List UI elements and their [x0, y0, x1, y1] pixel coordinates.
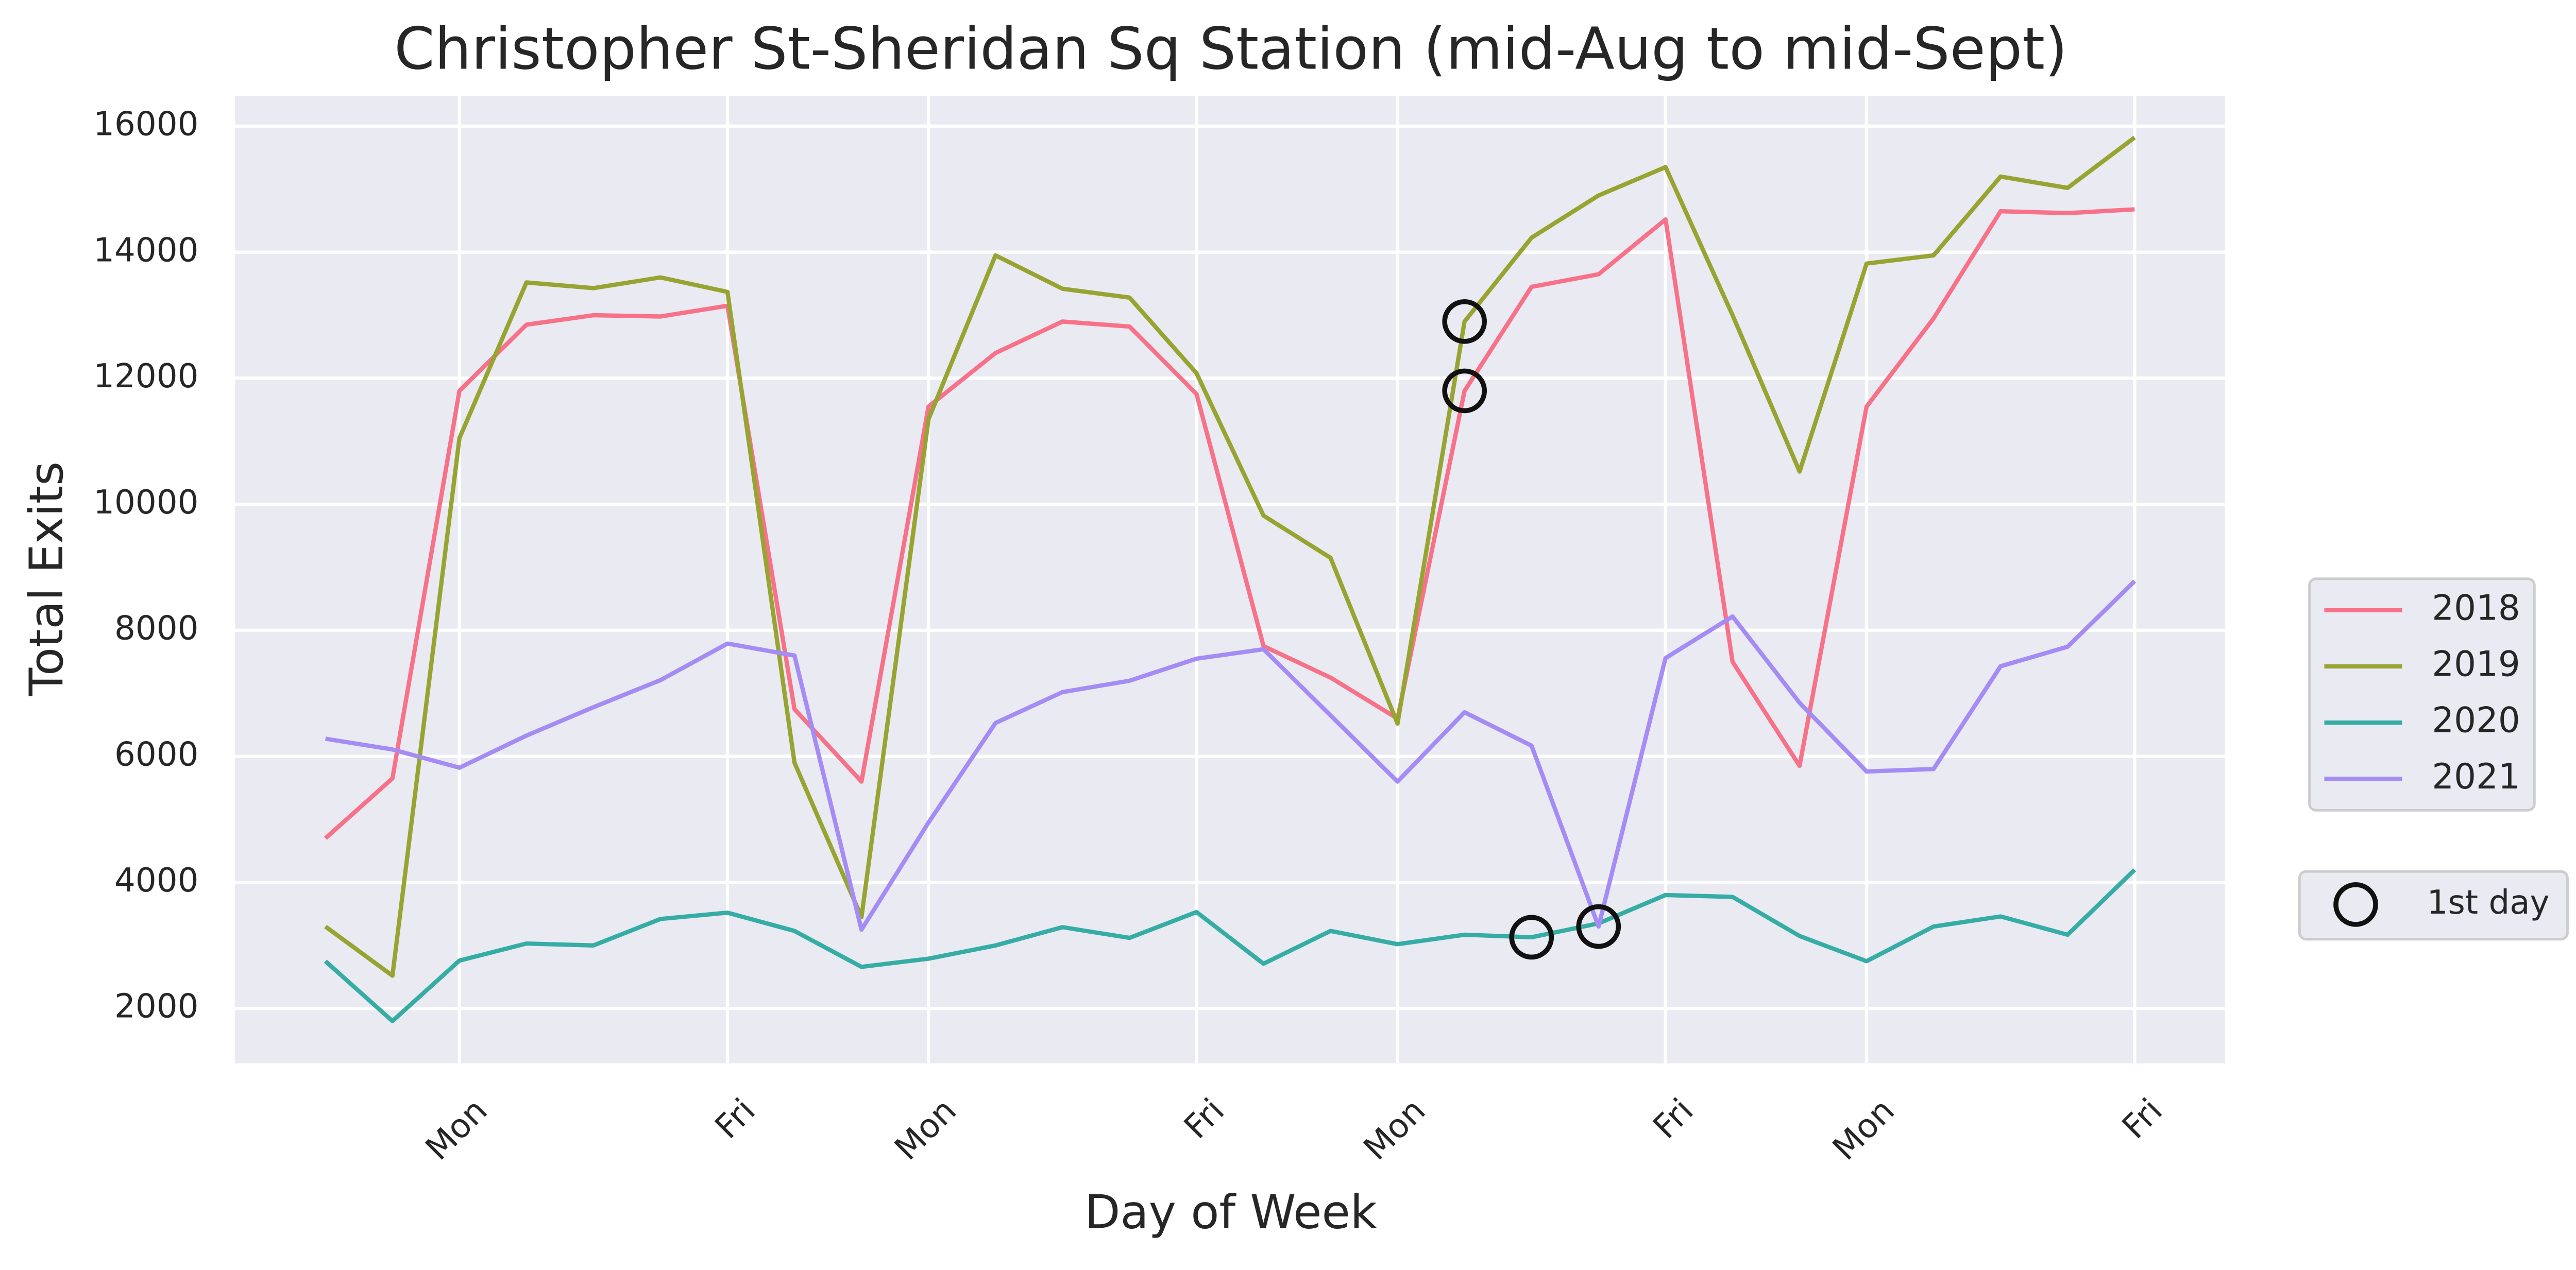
x-tick-label: Fri	[708, 1091, 763, 1146]
legend-box	[2308, 577, 2536, 812]
legend-label: 2021	[2432, 756, 2520, 797]
x-tick-label: Fri	[1177, 1091, 1232, 1146]
y-tick-label: 2000	[114, 987, 198, 1026]
legend-swatch	[2333, 882, 2378, 927]
y-tick-label: 10000	[93, 483, 198, 522]
chart-title: Christopher St-Sheridan Sq Station (mid-…	[394, 15, 2067, 82]
x-tick-label: Fri	[1646, 1091, 1701, 1146]
y-tick-label: 12000	[93, 357, 198, 396]
marks	[324, 135, 2137, 1023]
x-axis-label: Day of Week	[1084, 1186, 1377, 1239]
series-line	[325, 579, 2137, 932]
y-tick-label: 4000	[114, 861, 198, 900]
series-line	[324, 207, 2135, 840]
y-tick-label: 6000	[114, 735, 198, 774]
grid	[235, 96, 2225, 1063]
y-axis-label: Total Exits	[20, 461, 74, 697]
x-tick-label: Mon	[1357, 1091, 1433, 1168]
legend-label: 2018	[2432, 587, 2520, 628]
series-line	[324, 135, 2136, 978]
y-tick-label: 16000	[93, 105, 198, 144]
first-day-marker	[1509, 915, 1554, 960]
x-tick-label: Mon	[418, 1091, 495, 1168]
legend: 2018 2019 2020 2021 1st day	[2298, 577, 2569, 941]
y-tick-label: 14000	[93, 231, 198, 269]
legend-label: 1st day	[2427, 883, 2550, 922]
x-tick-label: Fri	[2115, 1091, 2170, 1146]
legend-label: 2019	[2432, 644, 2520, 684]
first-day-marker	[1442, 368, 1487, 414]
x-tick-label: Mon	[1825, 1091, 1902, 1168]
legend-label: 2020	[2432, 700, 2520, 741]
y-tick-label: 8000	[114, 609, 198, 648]
first-day-marker	[1576, 904, 1621, 949]
plot-area	[235, 96, 2225, 1063]
first-day-marker	[1442, 299, 1487, 344]
series-line	[324, 868, 2137, 1023]
x-tick-label: Mon	[887, 1091, 964, 1168]
